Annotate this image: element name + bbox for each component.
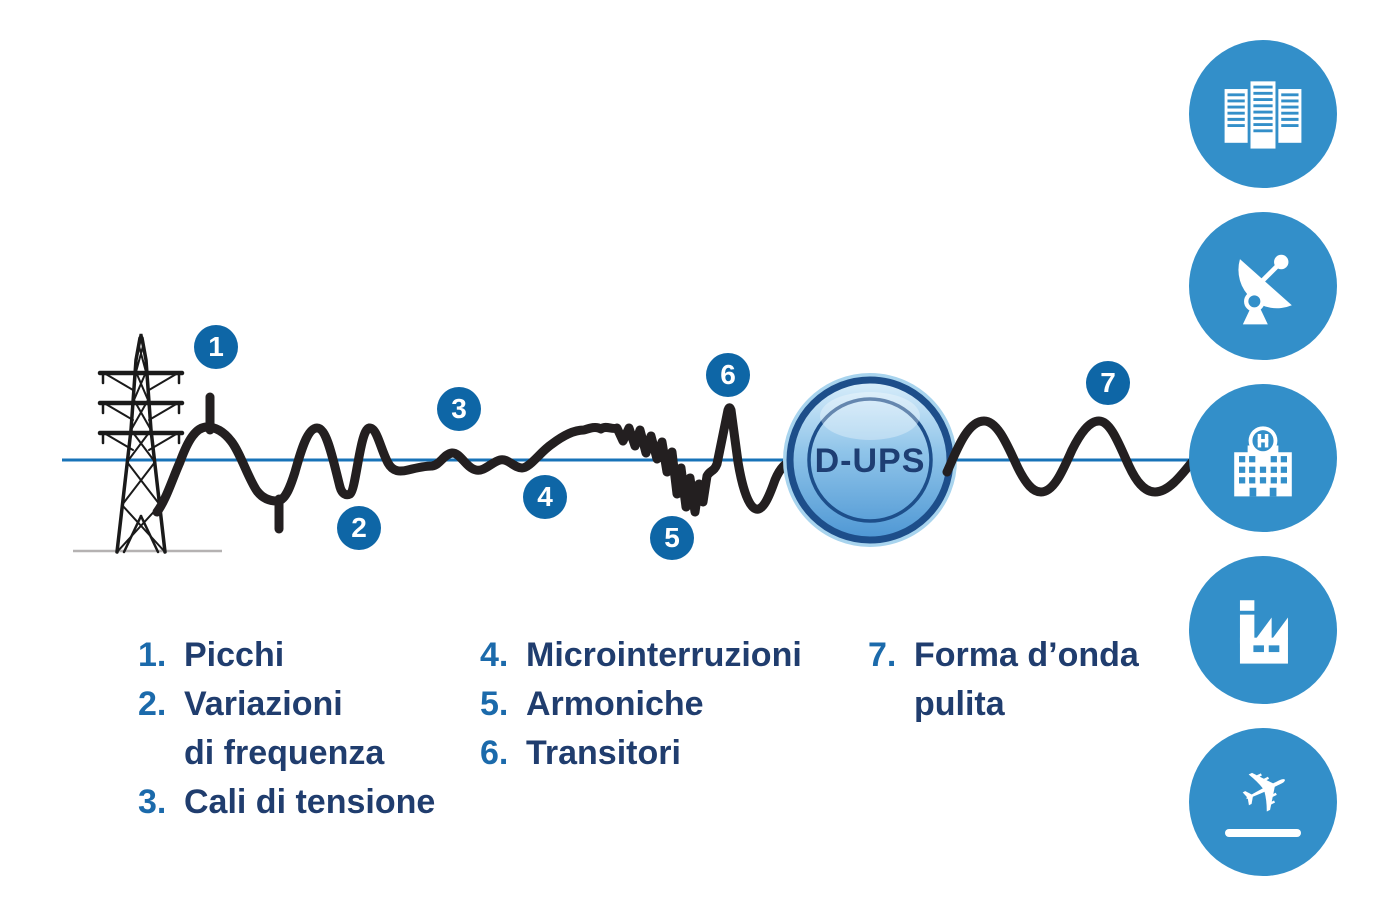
- legend-number: 4.: [480, 636, 509, 674]
- data-center-icon: [1189, 40, 1337, 188]
- marker-7: 7: [1086, 361, 1130, 405]
- clean-waveform: [942, 416, 1197, 497]
- legend-item-transitori: 6. Transitori: [480, 729, 880, 778]
- legend-label: Variazioni di frequenza: [184, 685, 385, 772]
- legend-column-3: 7. Forma d’onda pulita: [868, 631, 1188, 729]
- hospital-icon: [1189, 384, 1337, 532]
- runway-bar: [1225, 829, 1301, 837]
- legend-number: 5.: [480, 685, 509, 723]
- marker-4: 4: [523, 475, 567, 519]
- legend-label: Armoniche: [526, 685, 704, 723]
- legend-item-variazioni: 2. Variazioni di frequenza: [138, 680, 468, 778]
- legend-column-2: 4. Microinterruzioni 5. Armoniche 6. Tra…: [480, 631, 880, 778]
- legend-item-forma-onda-pulita: 7. Forma d’onda pulita: [868, 631, 1188, 729]
- legend-item-picchi: 1. Picchi: [138, 631, 468, 680]
- legend-label: Transitori: [526, 734, 681, 772]
- airplane-takeoff-icon: ✈: [1189, 728, 1337, 876]
- legend-number: 6.: [480, 734, 509, 772]
- transmission-tower-icon: [97, 333, 185, 554]
- legend-label: Forma d’onda pulita: [914, 636, 1139, 723]
- legend-label: Picchi: [184, 636, 285, 674]
- legend-number: 7.: [868, 636, 897, 674]
- marker-2: 2: [337, 506, 381, 550]
- legend-item-armoniche: 5. Armoniche: [480, 680, 880, 729]
- legend-item-cali: 3. Cali di tensione: [138, 778, 468, 827]
- legend-number: 2.: [138, 685, 167, 723]
- disturbance-waveform: [152, 403, 798, 517]
- legend-label: Cali di tensione: [184, 783, 436, 821]
- legend-column-1: 1. Picchi 2. Variazioni di frequenza 3. …: [138, 631, 468, 827]
- legend-number: 3.: [138, 783, 167, 821]
- marker-1: 1: [194, 325, 238, 369]
- airplane-glyph: ✈: [1228, 748, 1304, 834]
- dups-circle: [783, 373, 957, 547]
- dups-label: D-UPS: [814, 442, 926, 480]
- marker-6: 6: [706, 353, 750, 397]
- legend-item-microinterruzioni: 4. Microinterruzioni: [480, 631, 880, 680]
- factory-icon: [1189, 556, 1337, 704]
- marker-3: 3: [437, 387, 481, 431]
- satellite-dish-icon: [1189, 212, 1337, 360]
- legend-number: 1.: [138, 636, 167, 674]
- legend-label: Microinterruzioni: [526, 636, 802, 674]
- marker-5: 5: [650, 516, 694, 560]
